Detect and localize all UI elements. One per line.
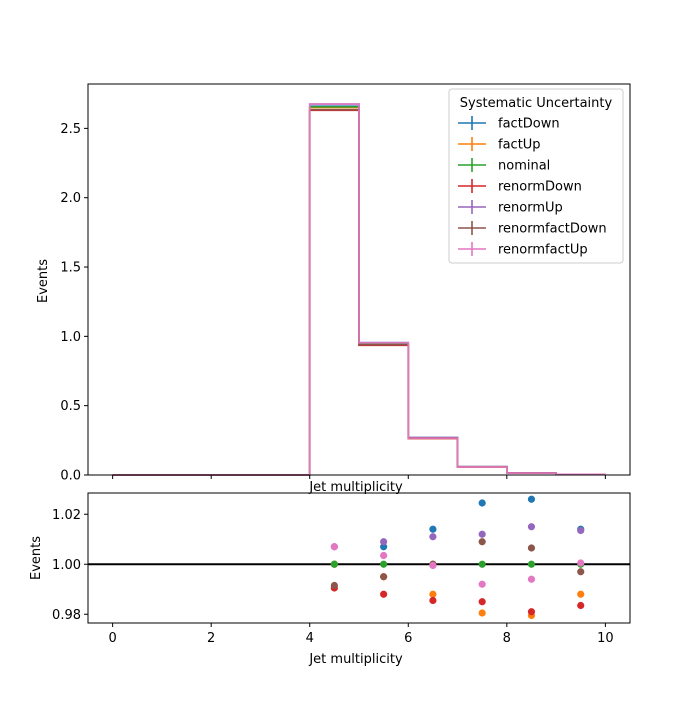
- ratio-point-renormfactUp: [380, 551, 388, 560]
- main-y-ticks: 0.0 0.5 1.0 1.5 2.0 2.5: [60, 122, 88, 484]
- ratio-y-axis-label: Events: [29, 536, 44, 580]
- ratio-point-renormfactDown: [577, 568, 585, 576]
- ratio-point-renormUp: [429, 533, 437, 541]
- main-panel: 0.0 0.5 1.0 1.5 2.0 2.5 Jet multiplicity Even…: [36, 83, 631, 495]
- ratio-point-factDown: [380, 543, 388, 551]
- ratio-x-tick-label: 10: [597, 631, 614, 646]
- ratio-point-factDown: [478, 499, 486, 507]
- ratio-panel: 0 2 4 6 8 10 0.98 1.00 1.02 Jet multiplicity Ev…: [29, 492, 631, 667]
- ratio-point-factUp: [478, 609, 486, 617]
- ratio-point-renormUp: [527, 523, 536, 531]
- main-x-axis-label: Jet multiplicity: [308, 480, 403, 495]
- legend-label-renormUp: renormUp: [498, 201, 563, 216]
- ratio-x-tick-label: 2: [207, 631, 215, 646]
- main-plot-frame: [87, 83, 631, 476]
- ratio-y-tick-label: 1.02: [52, 508, 81, 523]
- ratio-point-renormfactDown: [478, 538, 486, 546]
- main-y-tick-label: 1.5: [60, 261, 81, 276]
- ratio-point-renormDown: [429, 596, 437, 605]
- legend-label-nominal: nominal: [498, 159, 550, 174]
- legend-label-factUp: factUp: [498, 138, 541, 153]
- ratio-y-tick-label: 1.00: [52, 558, 81, 573]
- ratio-x-axis-label: Jet multiplicity: [308, 652, 403, 667]
- ratio-x-tick-label: 8: [503, 631, 511, 646]
- ratio-x-ticks: 0 2 4 6 8 10: [108, 623, 614, 646]
- ratio-point-nominal: [330, 560, 338, 568]
- legend-title: Systematic Uncertainty: [460, 96, 613, 111]
- ratio-point-renormfactUp: [330, 543, 338, 551]
- ratio-point-factDown: [429, 525, 437, 533]
- ratio-point-renormUp: [577, 526, 585, 535]
- legend-label-renormfactDown: renormfactDown: [498, 222, 607, 237]
- legend-label-renormDown: renormDown: [498, 180, 582, 195]
- ratio-point-renormfactUp: [478, 580, 486, 588]
- main-x-ticks: [112, 475, 606, 479]
- main-y-tick-label: 0.5: [60, 399, 81, 414]
- ratio-point-renormDown: [527, 608, 536, 616]
- main-y-tick-label: 2.0: [60, 191, 81, 206]
- ratio-points-group: [330, 495, 585, 620]
- ratio-point-nominal: [478, 560, 486, 568]
- legend: Systematic Uncertainty factDown factUp nom…: [448, 88, 624, 264]
- ratio-point-factUp: [577, 590, 585, 598]
- main-y-tick-label: 2.5: [60, 122, 81, 137]
- main-y-axis-label: Events: [36, 259, 51, 303]
- ratio-x-tick-label: 0: [108, 631, 116, 646]
- legend-label-renormfactUp: renormfactUp: [498, 243, 588, 258]
- ratio-point-renormfactDown: [330, 581, 338, 590]
- ratio-point-renormfactUp: [429, 561, 437, 570]
- ratio-y-ticks: 0.98 1.00 1.02: [52, 508, 88, 623]
- ratio-point-nominal: [380, 560, 388, 568]
- ratio-x-tick-label: 6: [404, 631, 412, 646]
- legend-box: [448, 88, 624, 264]
- ratio-point-renormfactUp: [527, 575, 536, 583]
- ratio-point-renormfactDown: [380, 573, 388, 581]
- ratio-point-renormDown: [380, 590, 388, 598]
- ratio-point-factUp: [429, 590, 437, 598]
- ratio-point-renormDown: [577, 601, 585, 610]
- legend-label-factDown: factDown: [498, 117, 560, 132]
- ratio-plot-frame: [87, 492, 631, 624]
- ratio-point-renormfactUp: [577, 559, 585, 567]
- ratio-point-renormUp: [478, 530, 486, 538]
- ratio-point-factDown: [527, 495, 536, 503]
- ratio-point-nominal: [527, 560, 536, 568]
- main-y-tick-label: 1.0: [60, 330, 81, 345]
- legend-entries: factDown factUp nominal renormDown renormUp r…: [458, 116, 607, 258]
- ratio-point-renormUp: [380, 538, 388, 546]
- ratio-point-renormfactDown: [527, 544, 536, 552]
- ratio-point-renormDown: [478, 598, 486, 606]
- ratio-x-tick-label: 4: [306, 631, 314, 646]
- ratio-y-tick-label: 0.98: [52, 608, 81, 623]
- main-y-tick-label: 0.0: [60, 469, 81, 484]
